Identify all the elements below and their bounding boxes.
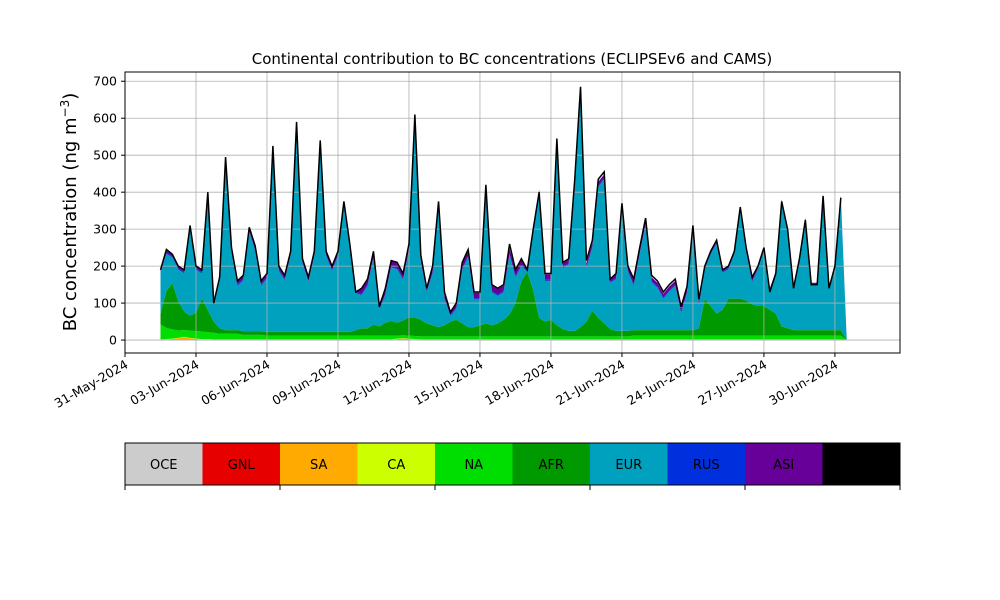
legend-swatch-sa	[280, 443, 358, 485]
legend-label-rus: RUS	[693, 458, 720, 473]
y-tick-label: 700	[93, 74, 117, 89]
legend-frame	[124, 442, 901, 486]
legend-label-afr: AFR	[539, 458, 564, 473]
legend-swatch-ca	[357, 443, 435, 485]
area-series-afr	[160, 271, 877, 341]
y-axis-label-main: BC concentration (ng m	[60, 117, 81, 331]
legend-label-na: NA	[464, 458, 483, 473]
legend-label-oce: OCE	[150, 458, 178, 473]
legend-swatch-gnl	[202, 443, 280, 485]
legend-swatch-aus	[822, 443, 900, 485]
y-tick-label: 300	[93, 222, 117, 237]
y-tick-label: 400	[93, 185, 117, 200]
total-concentration-line	[159, 86, 842, 315]
legend-swatch-asi	[745, 443, 823, 485]
legend-swatch-rus	[667, 443, 745, 485]
chart-title: Continental contribution to BC concentra…	[252, 50, 773, 68]
y-tick-label: 0	[109, 333, 117, 348]
legend-swatch-oce	[125, 443, 203, 485]
area-series-na	[160, 324, 877, 341]
plot-area	[124, 71, 901, 354]
legend-label-sa: SA	[310, 458, 327, 473]
y-tick-label: 100	[93, 296, 117, 311]
plot-frame	[124, 71, 901, 354]
y-tick-label: 600	[93, 111, 117, 126]
legend-swatch-na	[435, 443, 513, 485]
legend-swatch-eur	[590, 443, 668, 485]
legend-label-eur: EUR	[615, 458, 642, 473]
area-series-eur	[160, 97, 877, 341]
y-tick-label: 500	[93, 148, 117, 163]
total-line	[159, 86, 842, 315]
legend-swatch-afr	[512, 443, 590, 485]
y-tick-label: 200	[93, 259, 117, 274]
legend-label-asi: ASI	[773, 458, 794, 473]
area-series-ca	[160, 336, 877, 341]
y-axis-label-close: )	[60, 93, 81, 100]
legend-label-aus: AUS	[848, 458, 875, 473]
legend-label-ca: CA	[387, 458, 405, 473]
y-axis: 0 100 200 300 400 500 600 700	[93, 74, 125, 348]
legend-colorbar: OCE GNL SA CA NA AFR EUR RUS ASI AUS	[124, 442, 901, 490]
y-axis-label: BC concentration (ng m−3)	[58, 93, 81, 332]
legend-label-gnl: GNL	[228, 458, 256, 473]
y-axis-label-superscript: −3	[58, 100, 72, 118]
